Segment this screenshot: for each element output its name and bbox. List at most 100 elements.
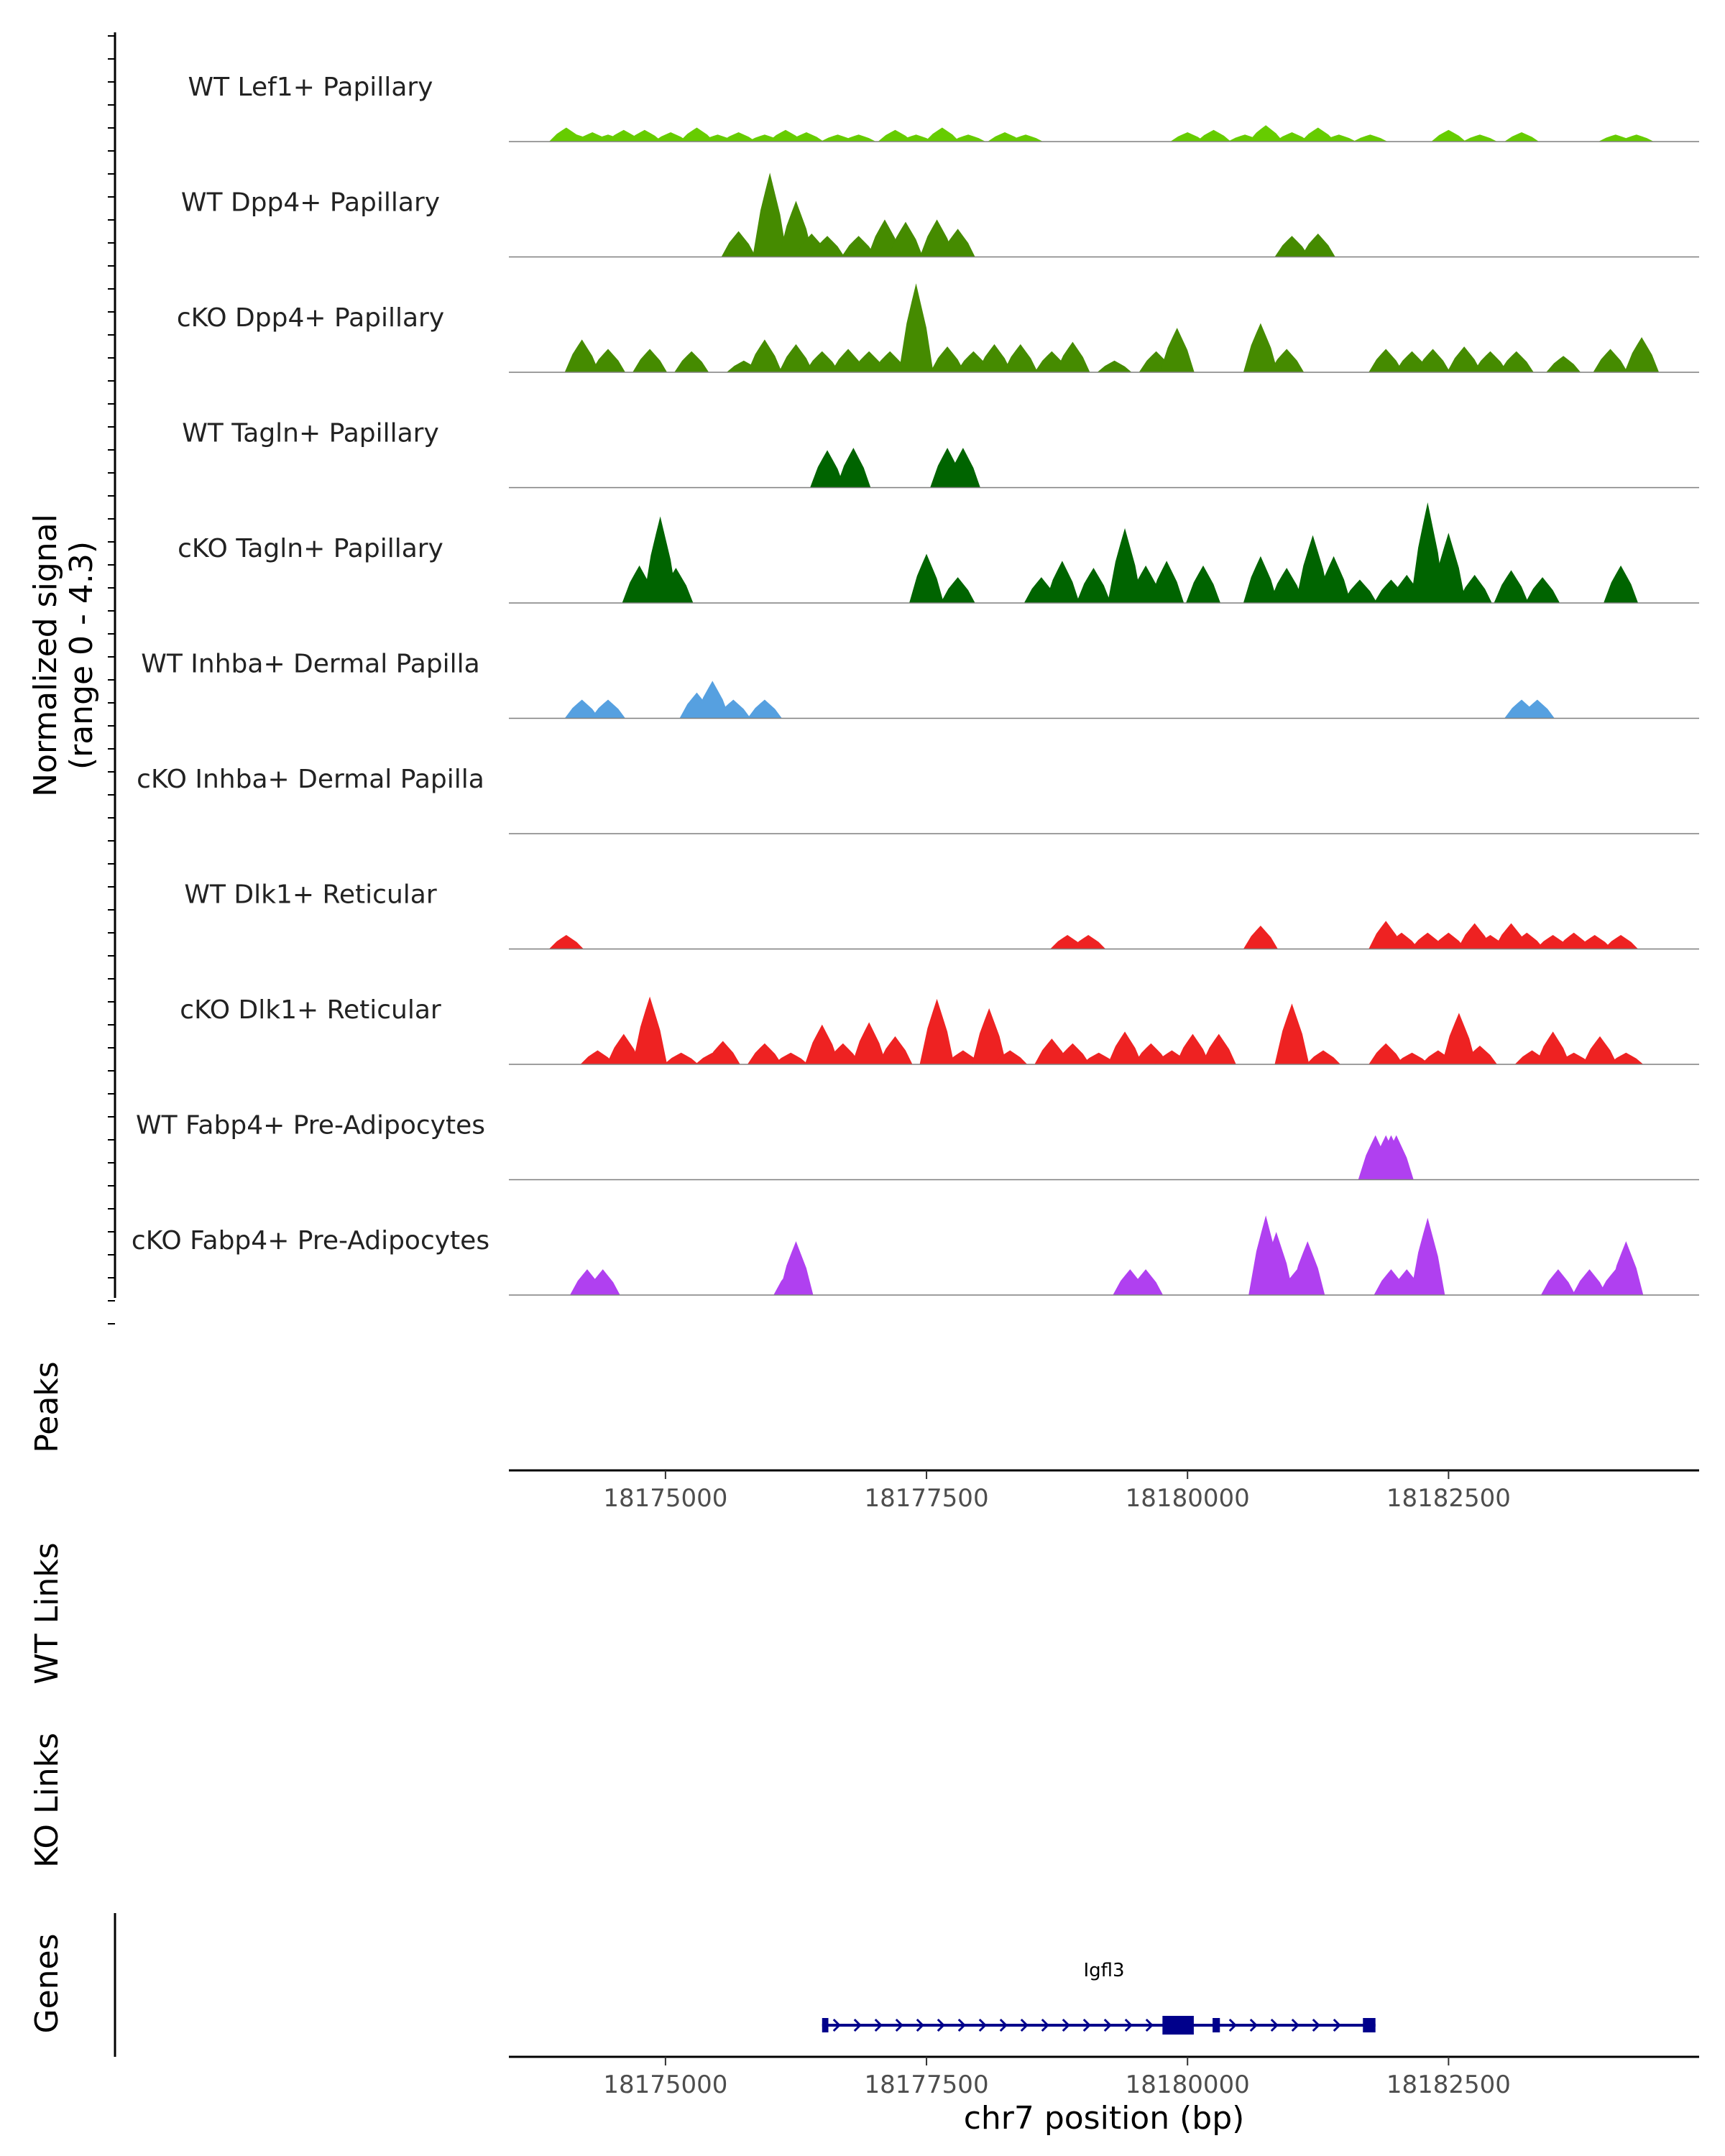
signal-peak: [1431, 129, 1466, 142]
signal-peak: [1593, 349, 1628, 372]
gene-strand-arrow: [999, 2018, 1008, 2032]
gene-strand-arrow: [1312, 2018, 1320, 2032]
signal-peak: [1316, 556, 1351, 603]
signal-peak: [1342, 579, 1377, 603]
track-label: WT Dpp4+ Papillary: [181, 188, 440, 218]
signal-peak: [1473, 351, 1508, 372]
gene-strand-arrow: [1020, 2018, 1029, 2032]
gene-strand-arrow: [1291, 2018, 1300, 2032]
track: WT Dlk1+ Reticular: [184, 880, 1699, 950]
signal-peak: [1604, 565, 1639, 603]
track-label: cKO Inhba+ Dermal Papilla: [137, 765, 484, 794]
signal-peak: [1248, 125, 1284, 142]
signal-peak: [1259, 1232, 1294, 1295]
signal-axis: [108, 32, 116, 1325]
signal-peak: [606, 1033, 641, 1064]
signal-peak: [810, 236, 845, 257]
signal-peak: [1003, 344, 1038, 372]
track: cKO Fabp4+ Pre-Adipocytes: [132, 1215, 1699, 1296]
gene-name-label: Igfl3: [1083, 1960, 1124, 1981]
signal-peak: [873, 351, 908, 372]
signal-peak: [1290, 1241, 1325, 1295]
signal-peak: [1076, 568, 1111, 603]
signal-peak: [1431, 533, 1466, 603]
signal-peak: [945, 448, 980, 488]
track: WT Inhba+ Dermal Papilla: [141, 650, 1699, 719]
x-axis-title: chr7 position (bp): [964, 2100, 1245, 2137]
signal-peak: [1546, 356, 1581, 372]
track-label: WT Lef1+ Papillary: [188, 73, 433, 102]
gene-strand-arrow: [895, 2018, 903, 2032]
peaks-panel-label: Peaks: [29, 1361, 65, 1452]
signal-peak: [632, 996, 668, 1064]
signal-peak: [716, 699, 751, 719]
signal-peak: [804, 351, 840, 372]
signal-peak: [1535, 1031, 1570, 1064]
signal-peak: [951, 134, 986, 142]
genes-x-axis-ticks: 18175000 18177500 18180000 18182500: [603, 2057, 1511, 2099]
signal-peak: [580, 1050, 615, 1064]
gene-strand-arrow: [832, 2018, 841, 2032]
signal-peak: [548, 934, 584, 949]
signal-peak: [1055, 341, 1090, 372]
signal-peak: [852, 1022, 887, 1064]
signal-peak: [1243, 556, 1278, 603]
x-axis-tick-label: 18182500: [1386, 1484, 1511, 1513]
signal-peak: [1504, 132, 1540, 142]
signal-peak: [753, 172, 788, 257]
gene-strand-arrow: [1249, 2018, 1258, 2032]
track-label: cKO Dpp4+ Papillary: [177, 303, 444, 333]
signal-peak: [1149, 561, 1184, 603]
track-label: cKO Dlk1+ Reticular: [180, 995, 441, 1025]
gene-strand-arrow: [957, 2018, 966, 2032]
signal-peak: [1008, 134, 1044, 142]
signal-peak: [721, 132, 756, 142]
signal-peak: [1540, 1269, 1576, 1295]
track: WT Fabp4+ Pre-Adipocytes: [136, 1111, 1699, 1181]
track-label: WT Dlk1+ Reticular: [184, 880, 436, 910]
signal-peak: [1572, 1269, 1607, 1295]
signal-peak: [1624, 337, 1660, 372]
signal-peak: [977, 344, 1012, 372]
signal-peak: [993, 1050, 1028, 1064]
signal-peak: [1108, 1031, 1143, 1064]
signal-peak: [627, 129, 662, 142]
signal-peak: [1055, 1043, 1090, 1064]
gene-strand-arrow: [1062, 2018, 1070, 2032]
signal-peak: [1410, 1217, 1445, 1295]
signal-peak: [888, 221, 923, 257]
signal-peak: [747, 699, 782, 719]
signal-peak: [1556, 1052, 1591, 1064]
signal-peak: [1384, 932, 1419, 949]
signal-axis-label-line1: Normalized signal: [27, 514, 64, 797]
signal-peak: [1044, 561, 1080, 603]
signal-peak: [747, 339, 782, 372]
signal-peak: [778, 1241, 814, 1295]
track: cKO Inhba+ Dermal Papilla: [137, 765, 1699, 834]
signal-peak: [1604, 934, 1639, 949]
signal-peak: [1243, 323, 1278, 372]
gene-exon: [1213, 2018, 1220, 2032]
signal-peak: [1410, 502, 1445, 603]
track: WT Lef1+ Papillary: [188, 73, 1699, 142]
signal-peak: [1368, 1043, 1404, 1064]
signal-peak: [1609, 1241, 1644, 1295]
signal-peak: [1081, 1052, 1116, 1064]
signal-peak: [1243, 925, 1278, 949]
signal-peak: [1609, 1052, 1644, 1064]
signal-peak: [789, 132, 824, 142]
gene-strand-arrow: [937, 2018, 945, 2032]
signal-peak: [841, 134, 876, 142]
signal-peak: [658, 568, 694, 603]
signal-peak: [1499, 351, 1534, 372]
x-axis-tick-label: 18180000: [1126, 2070, 1250, 2099]
signal-peak: [930, 346, 965, 372]
signal-peak: [1269, 349, 1305, 372]
gene-strand-arrow: [1228, 2018, 1237, 2032]
signal-peak: [591, 699, 625, 719]
signal-tracks: WT Lef1+ Papillary WT Dpp4+ Papillary cKO …: [132, 73, 1699, 1296]
signal-peak: [878, 129, 913, 142]
peaks-x-axis-ticks: 18175000 18177500 18180000 18182500: [603, 1470, 1511, 1513]
gene-strand-arrow: [978, 2018, 987, 2032]
signal-peak: [1519, 699, 1555, 719]
